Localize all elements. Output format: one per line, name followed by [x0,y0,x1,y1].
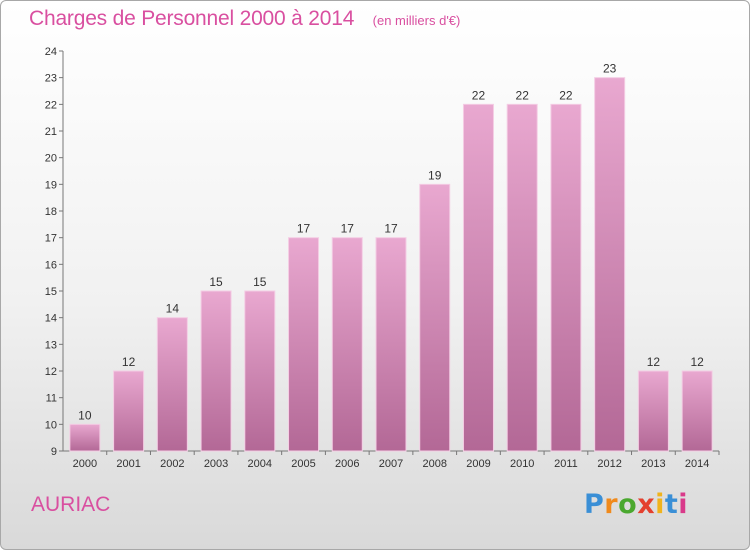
bar-2011 [550,103,582,452]
chart-title: Charges de Personnel 2000 à 2014 [29,7,355,30]
x-tick-label: 2014 [685,458,709,470]
data-label-2013: 12 [647,355,661,369]
x-tick-label: 2000 [73,458,97,470]
x-tick-label: 2004 [248,458,272,470]
data-label-2004: 15 [253,275,267,289]
data-label-2011: 22 [559,88,573,102]
x-tick-label: 2011 [554,458,578,470]
proxiti-logo: Proxiti [584,489,688,520]
y-tick-label: 15 [45,286,57,298]
title-block: Charges de Personnel 2000 à 2014 (en mil… [29,7,460,31]
logo-letter: o [618,489,638,520]
data-label-2014: 12 [690,355,704,369]
data-label-2001: 12 [122,355,136,369]
bar-2009 [462,103,494,452]
y-tick-label: 19 [45,179,57,191]
x-tick-label: 2006 [335,458,359,470]
logo-letter: r [604,489,619,520]
x-tick-label: 2012 [597,458,621,470]
x-tick-label: 2003 [204,458,228,470]
data-labels: 10 12 14 15 15 17 17 17 19 22 22 22 23 12 12 [78,62,704,423]
data-label-2007: 17 [384,222,398,236]
data-label-2002: 14 [166,302,180,316]
data-label-2005: 17 [297,222,311,236]
x-tick-label: 2005 [291,458,315,470]
x-tick-label: 2002 [160,458,184,470]
x-tick-label: 2009 [466,458,490,470]
y-tick-label: 18 [45,206,57,218]
data-label-2012: 23 [603,62,617,76]
x-tick-label: 2013 [641,458,665,470]
y-tick-label: 14 [45,313,57,325]
bar-2007 [375,237,407,452]
y-tick-label: 23 [45,73,57,85]
bar-2012 [594,77,626,452]
bar-2005 [288,237,320,452]
y-tick-label: 13 [45,339,57,351]
y-tick-label: 9 [51,446,57,458]
bar-2013 [637,370,669,452]
bar-2003 [200,290,232,452]
logo-letter: P [584,489,605,520]
logo-letter: x [637,489,656,520]
logo-letter: i [678,489,689,520]
x-tick-label: 2010 [510,458,534,470]
logo-letter: t [664,489,679,520]
x-tick-label: 2007 [379,458,403,470]
place-name: AURIAC [31,493,111,516]
chart-subtitle: (en milliers d'€) [372,13,461,28]
data-label-2010: 22 [516,88,530,102]
y-tick-label: 10 [45,419,57,431]
bar-2001 [113,370,145,452]
y-tick-label: 12 [45,366,57,378]
data-label-2008: 19 [428,168,442,182]
y-tick-label: 22 [45,99,57,111]
data-label-2009: 22 [472,88,486,102]
y-tick-label: 21 [45,126,57,138]
bar-2014 [681,370,713,452]
y-tick-label: 20 [45,153,57,165]
y-tick-label: 16 [45,259,57,271]
data-label-2000: 10 [78,408,92,422]
bar-2000 [69,423,101,452]
bar-2008 [419,183,451,452]
y-tick-label: 11 [46,393,57,405]
bar-2004 [244,290,276,452]
logo-letter: i [655,489,665,520]
y-tick-label: 24 [45,46,57,58]
x-tick-label: 2001 [116,458,140,470]
bar-2002 [156,317,188,452]
x-tick-label: 2008 [422,458,446,470]
bar-2010 [506,103,538,452]
data-label-2006: 17 [341,222,355,236]
data-label-2003: 15 [209,275,223,289]
bars [69,77,713,452]
bar-2006 [331,237,363,452]
y-tick-label: 17 [45,233,57,245]
